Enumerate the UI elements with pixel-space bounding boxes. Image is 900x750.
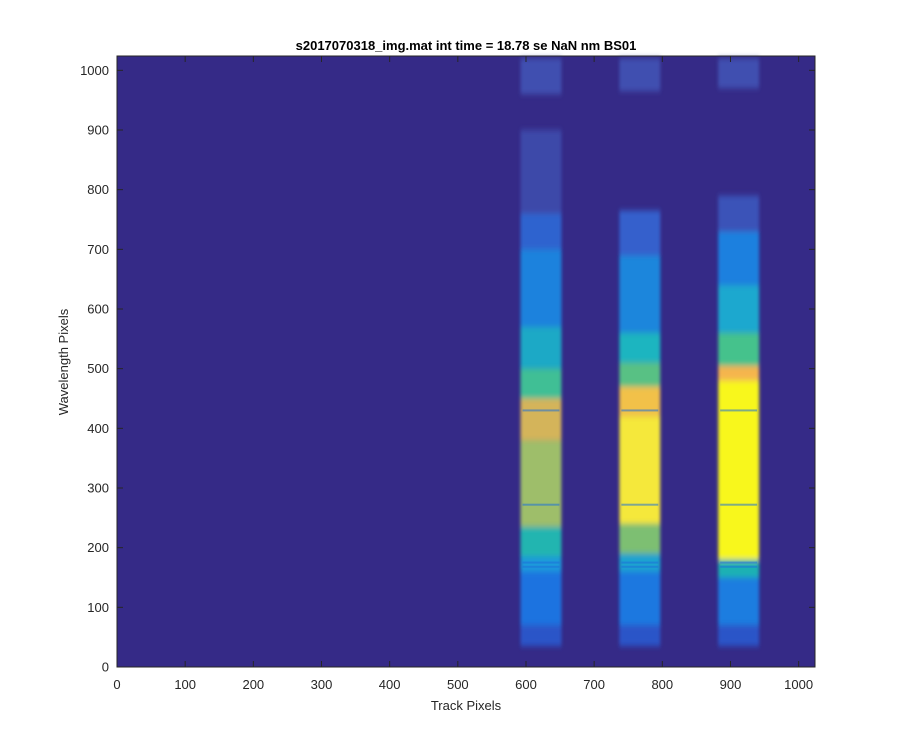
heatmap-line-stripe (621, 565, 659, 568)
x-axis: 0 100 200 300 400 500 600 700 800 900 1000 (113, 56, 813, 692)
x-tick-label: 700 (583, 677, 605, 692)
x-tick-label: 500 (447, 677, 469, 692)
heatmap-line-stripe (522, 565, 560, 568)
x-tick-label: 600 (515, 677, 537, 692)
heatmap-band-segment (619, 255, 661, 333)
heatmap-line-stripe (720, 409, 758, 412)
heatmap-line-stripe (522, 409, 560, 412)
heatmap-band-segment (619, 386, 661, 417)
y-tick-label: 0 (102, 660, 109, 675)
heatmap-band-segment (619, 523, 661, 554)
heatmap-band-segment (520, 625, 562, 647)
heatmap-band-segment (718, 332, 760, 366)
heatmap-band-segment (520, 249, 562, 327)
heatmap-line-stripe (522, 561, 560, 564)
heatmap-line-stripe (720, 561, 758, 564)
x-tick-label: 400 (379, 677, 401, 692)
y-tick-label: 900 (87, 122, 109, 137)
heatmap-line-stripe (621, 561, 659, 564)
chart-title: s2017070318_img.mat int time = 18.78 se … (296, 38, 637, 53)
heatmap-band-segment (718, 231, 760, 286)
heatmap-band-segment (619, 210, 661, 256)
heatmap-background (117, 56, 815, 667)
heatmap-line-stripe (522, 503, 560, 506)
heatmap-band-segment (520, 398, 562, 441)
x-axis-label: Track Pixels (431, 698, 502, 713)
heatmap-band-segment (520, 58, 562, 95)
x-tick-label: 0 (113, 677, 120, 692)
y-tick-label: 400 (87, 421, 109, 436)
heatmap-line-stripe (621, 503, 659, 506)
heatmap-band-segment (718, 58, 760, 89)
heatmap-line-stripe (621, 409, 659, 412)
heatmap-line-stripe (720, 565, 758, 568)
x-tick-label: 800 (651, 677, 673, 692)
heatmap-band-segment (619, 416, 661, 524)
heatmap-band-segment (718, 195, 760, 232)
y-tick-label: 700 (87, 242, 109, 257)
heatmap-band-segment (520, 440, 562, 527)
y-tick-label: 600 (87, 301, 109, 316)
heatmap-band-segment (520, 326, 562, 369)
heatmap-band-segment (718, 559, 760, 578)
heatmap-band-segment (619, 362, 661, 387)
heatmap-band-segment (520, 526, 562, 557)
x-tick-label: 1000 (784, 677, 813, 692)
heatmap-band-segment (520, 129, 562, 214)
heatmap-bands (520, 58, 760, 647)
heatmap-band-segment (718, 625, 760, 647)
heatmap-band-segment (619, 625, 661, 647)
heatmap-band-segment (718, 285, 760, 333)
heatmap-band-segment (619, 332, 661, 363)
y-tick-label: 300 (87, 480, 109, 495)
heatmap-band-segment (520, 213, 562, 250)
heatmap-band-segment (619, 571, 661, 626)
x-tick-label: 100 (174, 677, 196, 692)
x-tick-label: 200 (242, 677, 264, 692)
plot-area (116, 55, 816, 668)
y-tick-label: 800 (87, 182, 109, 197)
x-tick-label: 300 (311, 677, 333, 692)
y-tick-label: 100 (87, 600, 109, 615)
heatmap-line-stripe (720, 503, 758, 506)
y-tick-label: 200 (87, 540, 109, 555)
heatmap-band-segment (718, 577, 760, 626)
heatmap-band-segment (520, 368, 562, 399)
heatmap-band-segment (619, 58, 661, 92)
heatmap-stripes (522, 409, 758, 568)
axes-frame (116, 55, 816, 668)
x-tick-label: 900 (720, 677, 742, 692)
heatmap-band-segment (718, 365, 760, 381)
heatmap-band-segment (718, 380, 760, 560)
y-axis: 0 100 200 300 400 500 600 700 800 900 1000 (80, 63, 815, 675)
y-axis-label: Wavelength Pixels (56, 308, 71, 415)
y-tick-label: 500 (87, 361, 109, 376)
heatmap-band-segment (520, 571, 562, 626)
heatmap-band-segment (520, 556, 562, 572)
y-tick-label: 1000 (80, 63, 109, 78)
